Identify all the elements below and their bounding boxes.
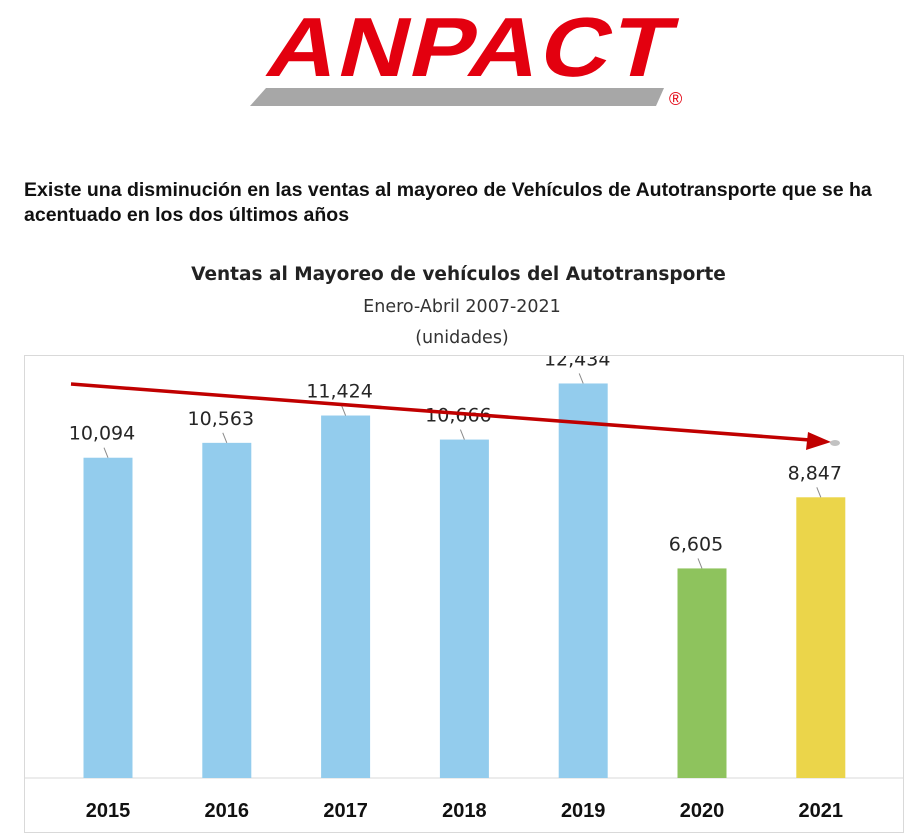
chart-unit-label: (unidades) bbox=[0, 328, 917, 348]
chart-subtitle: Enero-Abril 2007-2021 bbox=[0, 297, 917, 317]
chart-title: Ventas al Mayoreo de vehículos del Autot… bbox=[0, 264, 917, 285]
bar-2016 bbox=[202, 443, 251, 778]
anpact-logo: ANPACT ® bbox=[248, 10, 688, 110]
registered-mark: ® bbox=[669, 89, 682, 109]
x-tick-label-2015: 2015 bbox=[86, 800, 131, 822]
bar-2021 bbox=[796, 497, 845, 778]
bar-2020 bbox=[678, 568, 727, 778]
x-tick-label-2016: 2016 bbox=[205, 800, 250, 822]
label-leader-2016 bbox=[223, 433, 227, 443]
data-label-2021: 8,847 bbox=[788, 462, 842, 484]
logo-swoosh bbox=[250, 88, 664, 106]
label-leader-2017 bbox=[342, 406, 346, 416]
label-leader-2015 bbox=[104, 448, 108, 458]
x-tick-label-2021: 2021 bbox=[799, 800, 844, 822]
trend-arrow-line bbox=[71, 384, 810, 440]
data-label-2019: 12,434 bbox=[544, 356, 610, 370]
x-tick-label-2018: 2018 bbox=[442, 800, 487, 822]
bar-2018 bbox=[440, 440, 489, 778]
label-leader-2019 bbox=[579, 373, 583, 383]
x-tick-label-2019: 2019 bbox=[561, 800, 606, 822]
bar-2015 bbox=[84, 458, 133, 778]
data-label-2020: 6,605 bbox=[669, 533, 723, 555]
bar-2019 bbox=[559, 383, 608, 778]
trend-arrow-shadow bbox=[830, 440, 840, 446]
bar-chart: 10,094201510,563201611,424201710,6662018… bbox=[25, 356, 903, 832]
logo-wordmark: ANPACT bbox=[258, 10, 686, 95]
x-tick-label-2017: 2017 bbox=[323, 800, 368, 822]
bar-2017 bbox=[321, 416, 370, 778]
headline: Existe una disminución en las ventas al … bbox=[24, 178, 904, 228]
label-leader-2020 bbox=[698, 558, 702, 568]
chart-area: 10,094 2015 10,563 2016 11,424 2017 10,666 2018… bbox=[24, 355, 904, 833]
x-tick-label-2020: 2020 bbox=[680, 800, 725, 822]
label-leader-2018 bbox=[460, 430, 464, 440]
data-label-2015: 10,094 bbox=[69, 423, 135, 445]
trend-arrowhead-icon bbox=[806, 432, 831, 450]
data-label-2017: 11,424 bbox=[306, 381, 372, 403]
data-label-2016: 10,563 bbox=[188, 408, 254, 430]
label-leader-2021 bbox=[817, 487, 821, 497]
